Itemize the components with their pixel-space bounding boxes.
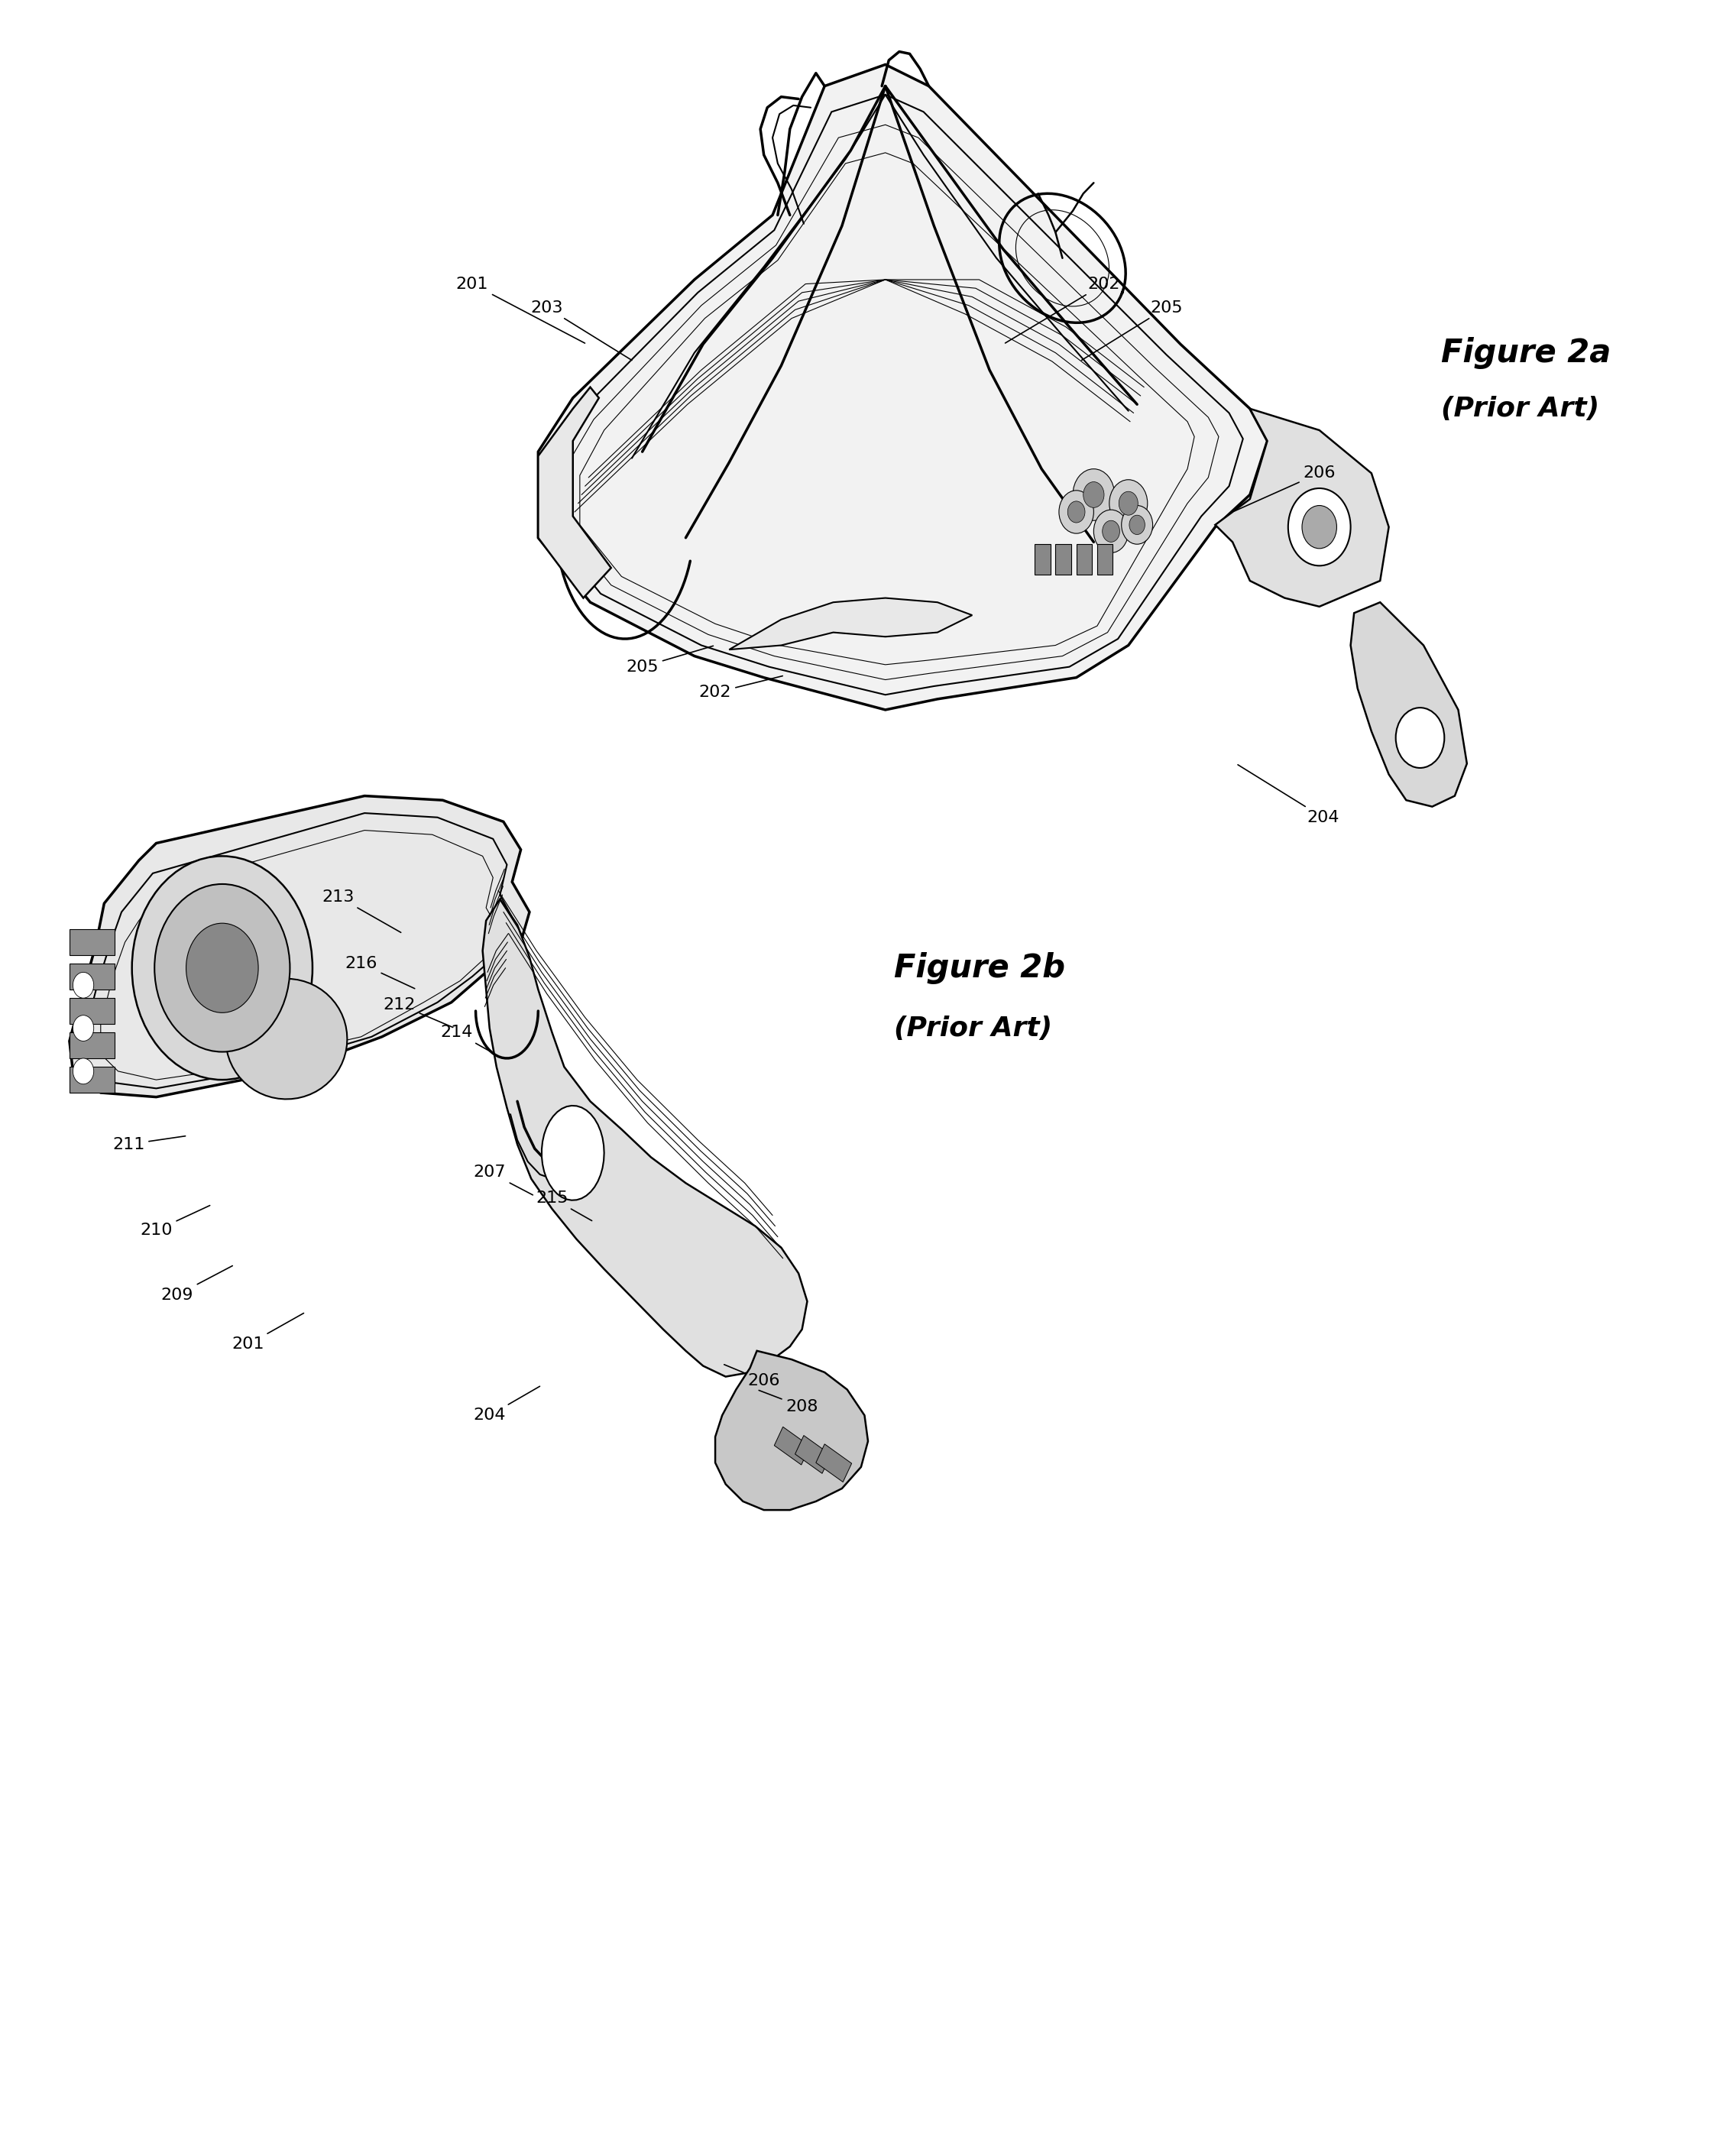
Circle shape xyxy=(1102,521,1120,542)
Text: 206: 206 xyxy=(724,1364,779,1390)
Circle shape xyxy=(1118,493,1139,516)
Bar xyxy=(1055,544,1071,574)
Text: 206: 206 xyxy=(1234,465,1335,512)
Circle shape xyxy=(1288,488,1351,566)
Polygon shape xyxy=(69,796,529,1097)
Circle shape xyxy=(155,884,290,1052)
Polygon shape xyxy=(538,387,611,598)
Polygon shape xyxy=(226,979,347,1099)
Circle shape xyxy=(73,1015,94,1041)
Text: 212: 212 xyxy=(384,996,453,1028)
Text: (Prior Art): (Prior Art) xyxy=(894,1015,1052,1041)
Polygon shape xyxy=(715,1351,868,1510)
Circle shape xyxy=(186,923,259,1013)
Polygon shape xyxy=(1351,602,1467,807)
Circle shape xyxy=(1094,510,1128,553)
Polygon shape xyxy=(538,65,1267,710)
Polygon shape xyxy=(1215,409,1389,607)
Circle shape xyxy=(73,972,94,998)
Text: 203: 203 xyxy=(531,299,632,359)
Circle shape xyxy=(1073,469,1115,521)
Text: 202: 202 xyxy=(1005,275,1120,342)
Circle shape xyxy=(1396,708,1444,768)
Circle shape xyxy=(1121,505,1153,544)
Bar xyxy=(69,1032,115,1058)
Bar xyxy=(69,929,115,955)
Text: 208: 208 xyxy=(759,1390,818,1415)
Polygon shape xyxy=(542,1106,604,1200)
Text: Figure 2b: Figure 2b xyxy=(894,953,1066,983)
Circle shape xyxy=(132,856,312,1080)
Circle shape xyxy=(1128,516,1146,536)
Circle shape xyxy=(1302,505,1337,549)
Text: 207: 207 xyxy=(474,1164,533,1196)
Text: 201: 201 xyxy=(457,275,585,344)
Text: Figure 2a: Figure 2a xyxy=(1441,338,1611,368)
Bar xyxy=(69,1067,115,1093)
Bar xyxy=(1097,544,1113,574)
Bar xyxy=(69,964,115,989)
Circle shape xyxy=(1083,482,1104,508)
Bar xyxy=(795,1435,832,1473)
Text: 205: 205 xyxy=(1082,299,1182,359)
Text: 201: 201 xyxy=(233,1312,304,1353)
Text: 205: 205 xyxy=(627,645,713,675)
Text: 215: 215 xyxy=(536,1190,592,1222)
Text: 213: 213 xyxy=(323,888,401,934)
Text: 211: 211 xyxy=(113,1136,186,1153)
Circle shape xyxy=(1059,490,1094,533)
Bar xyxy=(1035,544,1050,574)
Polygon shape xyxy=(729,598,972,650)
Circle shape xyxy=(73,1058,94,1084)
Bar xyxy=(69,998,115,1024)
Text: 204: 204 xyxy=(1238,766,1338,826)
Circle shape xyxy=(1109,480,1147,527)
Text: 204: 204 xyxy=(474,1385,540,1424)
Text: 202: 202 xyxy=(700,675,783,701)
Text: 210: 210 xyxy=(141,1205,210,1239)
Text: 214: 214 xyxy=(441,1024,493,1054)
Text: (Prior Art): (Prior Art) xyxy=(1441,396,1599,422)
Bar xyxy=(774,1426,811,1465)
Polygon shape xyxy=(483,899,807,1377)
Bar xyxy=(1076,544,1092,574)
Text: 216: 216 xyxy=(345,955,415,989)
Text: 209: 209 xyxy=(161,1265,233,1304)
Circle shape xyxy=(1068,501,1085,523)
Bar xyxy=(816,1443,852,1482)
